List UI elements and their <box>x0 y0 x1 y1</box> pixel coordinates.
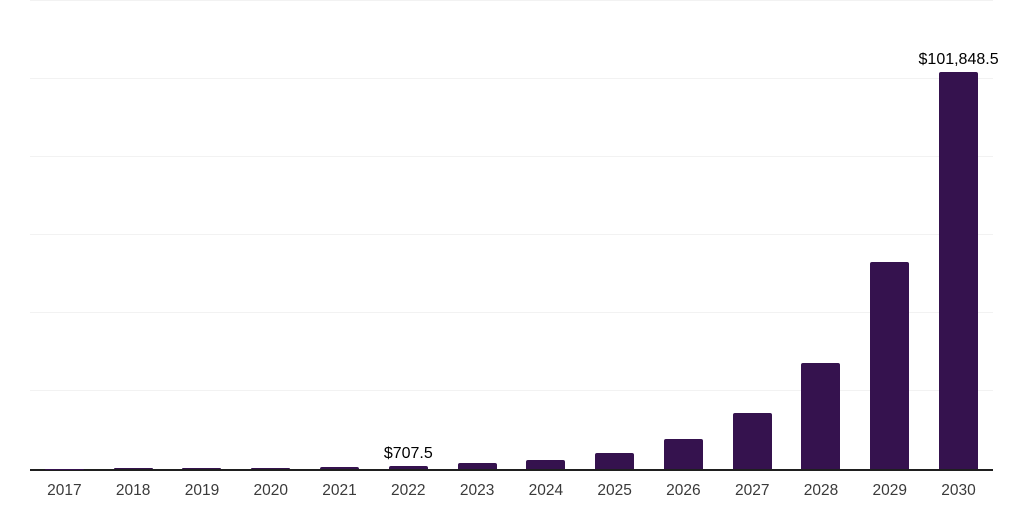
bar-slot-2028 <box>787 1 856 469</box>
bar-2018 <box>113 468 153 469</box>
gridline <box>30 312 993 313</box>
bar-slot-2024 <box>511 1 580 469</box>
x-tick-label-2025: 2025 <box>597 482 632 499</box>
x-tick-label-2020: 2020 <box>253 482 288 499</box>
bar-slot-2026 <box>649 1 718 469</box>
bar-2025 <box>595 453 635 469</box>
bar-value-label-2030: $101,848.5 <box>918 50 999 68</box>
bar-value-label-2022: $707.5 <box>383 445 433 463</box>
bar-slot-2017 <box>30 1 99 469</box>
gridline <box>30 156 993 157</box>
x-tick-label-2030: 2030 <box>941 482 976 499</box>
bar-2021 <box>320 467 360 469</box>
x-tick-label-2022: 2022 <box>391 482 426 499</box>
bar-2029 <box>870 262 910 469</box>
x-tick-label-2027: 2027 <box>734 482 770 499</box>
bar-2027 <box>732 413 772 469</box>
bar-2024 <box>526 459 566 469</box>
bar-slot-2022: $707.5 <box>374 1 443 469</box>
bar-slot-2021 <box>305 1 374 469</box>
plot-area: $707.5 $101,848.5 <box>30 0 999 471</box>
bar-slot-2020 <box>236 1 305 469</box>
bar-2028 <box>801 362 841 469</box>
bar-2023 <box>457 463 497 469</box>
x-axis-labels: 2017 2018 2019 2020 2021 2022 2023 2024 2025 2026… <box>30 483 993 499</box>
bar-slot-2025 <box>580 1 649 469</box>
bar-2019 <box>182 468 222 469</box>
bar-2020 <box>251 467 291 469</box>
x-tick-label-2024: 2024 <box>528 482 564 499</box>
gridline <box>30 390 993 391</box>
bar-2022 <box>388 466 428 469</box>
gridline <box>30 0 993 1</box>
x-tick-label-2026: 2026 <box>666 482 701 499</box>
x-tick-label-2028: 2028 <box>803 482 839 499</box>
bars-container: $707.5 $101,848.5 <box>30 1 999 469</box>
bar-2030 <box>939 71 979 469</box>
bar-2026 <box>663 439 703 469</box>
bar-slot-2018 <box>99 1 168 469</box>
bar-slot-2023 <box>443 1 512 469</box>
x-tick-label-2018: 2018 <box>115 482 151 499</box>
gridline <box>30 78 993 79</box>
x-tick-label-2029: 2029 <box>872 482 907 499</box>
x-tick-label-2019: 2019 <box>184 482 220 499</box>
bar-slot-2030: $101,848.5 <box>919 1 999 469</box>
bar-slot-2019 <box>168 1 237 469</box>
x-tick-label-2017: 2017 <box>47 482 82 499</box>
x-tick-label-2023: 2023 <box>459 482 495 499</box>
bar-slot-2027 <box>718 1 787 469</box>
x-tick-label-2021: 2021 <box>322 482 357 499</box>
bar-slot-2029 <box>855 1 924 469</box>
gridline <box>30 234 993 235</box>
